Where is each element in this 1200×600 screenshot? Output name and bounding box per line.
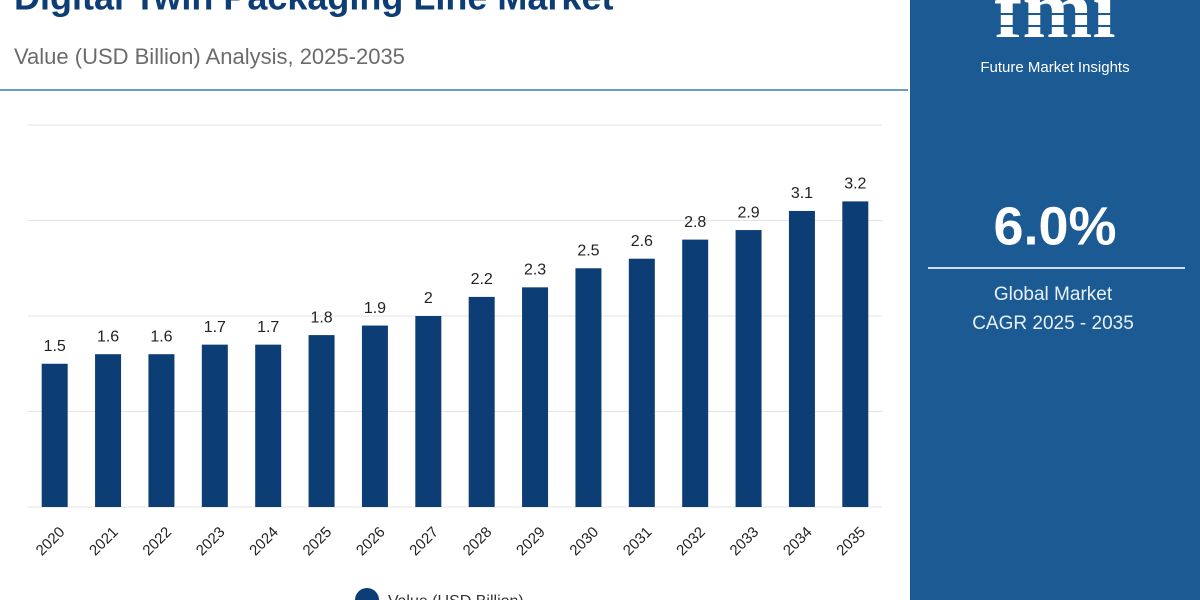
bar <box>522 287 549 507</box>
bar <box>201 344 228 507</box>
bar <box>361 325 388 507</box>
data-label: 2.3 <box>524 262 546 279</box>
data-label: 2.5 <box>577 242 599 259</box>
data-label: 1.7 <box>257 319 279 336</box>
data-label: 1.6 <box>150 328 172 345</box>
data-label: 1.8 <box>310 309 332 326</box>
bar <box>788 210 815 507</box>
bar <box>41 363 68 507</box>
data-label: 2.8 <box>684 214 706 231</box>
bar <box>682 239 709 507</box>
data-label: 2.6 <box>631 233 653 250</box>
data-label: 1.6 <box>97 328 119 345</box>
chart-subtitle: Value (USD Billion) Analysis, 2025-2035 <box>14 44 405 69</box>
bar <box>575 268 602 507</box>
logo-stripes <box>950 13 1160 39</box>
cagr-label: CAGR 2025 - 2035 <box>972 313 1134 334</box>
data-label: 3.2 <box>844 176 866 193</box>
bar <box>255 344 282 507</box>
bar <box>735 230 762 508</box>
bar <box>95 354 122 507</box>
data-label: 2 <box>424 290 433 307</box>
data-label: 2.9 <box>737 204 759 221</box>
bar <box>308 335 335 507</box>
cagr-label: Global Market <box>994 284 1113 305</box>
bar <box>628 258 655 507</box>
cagr-value: 6.0% <box>993 196 1116 256</box>
data-label: 1.7 <box>204 319 226 336</box>
legend-marker <box>355 588 379 600</box>
data-label: 2.2 <box>471 271 493 288</box>
bar <box>148 354 175 507</box>
brand: Future Market Insights <box>980 59 1129 76</box>
legend-label: Value (USD Billion) <box>388 593 524 600</box>
bar <box>842 201 869 507</box>
data-label: 1.9 <box>364 300 386 317</box>
logo: fmi <box>994 0 1115 56</box>
bar <box>415 316 442 507</box>
sidebar <box>910 0 1200 600</box>
data-label: 1.5 <box>44 338 66 355</box>
bar <box>468 296 495 507</box>
data-label: 3.1 <box>791 185 813 202</box>
chart-title: Digital Twin Packaging Line Market <box>14 0 613 18</box>
